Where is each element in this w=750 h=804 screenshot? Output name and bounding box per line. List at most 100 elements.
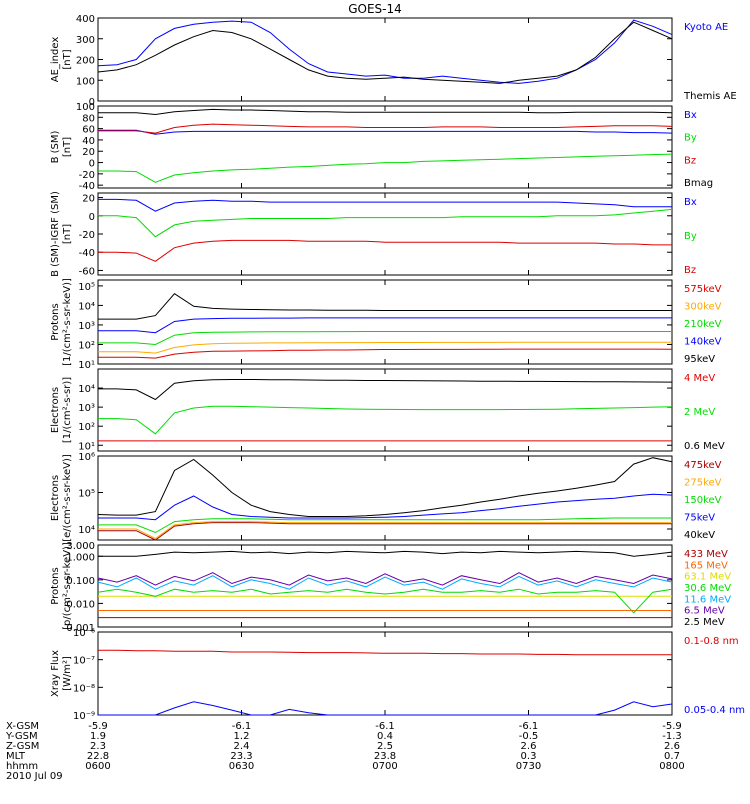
legend-entry: Bmag [684, 178, 713, 189]
legend-entry: 475keV [684, 460, 722, 471]
panel-frame [97, 279, 673, 365]
ephemeris-value: 0.3 [521, 751, 537, 762]
y-axis-label: AE_index [50, 37, 61, 83]
legend-entry: 63.1 MeV [684, 572, 731, 583]
ephemeris-row-label: X-GSM [6, 721, 39, 732]
legend-entry: 0.05-0.4 nm [684, 705, 745, 716]
legend-entry: 6.5 MeV [684, 606, 725, 617]
series-line-bz [98, 239, 672, 262]
panel-frame [97, 192, 673, 276]
ephemeris-value: 23.8 [374, 751, 396, 762]
legend-entry: By [684, 231, 697, 242]
y-tick-label: 10⁴ [78, 384, 95, 395]
legend-entry: 575keV [684, 284, 722, 295]
y-tick-label: -20 [79, 170, 95, 181]
y-tick-label: 80 [82, 113, 95, 124]
y-tick-label: 40 [82, 136, 95, 147]
series-line-210kev [98, 331, 672, 346]
panel-8: 10⁻⁹ 10⁻⁸ 10⁻⁷ 10⁻⁶ Xray Flux [W/m²] 0.1-0.8 n… [50, 628, 745, 722]
series-line-kyoto-ae [97, 19, 673, 84]
series-line-bmag [98, 108, 673, 116]
series-line-150kev [98, 517, 672, 534]
y-axis-label: B (SM)-IGRF (SM) [50, 191, 61, 277]
series-line-95kev [98, 293, 672, 320]
y-tick-label: 100 [76, 76, 95, 87]
chart-title: GOES-14 [348, 2, 402, 16]
series-line-by [98, 208, 673, 238]
y-tick-label: 10¹ [78, 360, 95, 371]
ephemeris-value: 0.7 [664, 751, 680, 762]
ephemeris-value: 0630 [229, 761, 254, 772]
series-line-575kev [98, 348, 673, 359]
series-line-140kev [98, 317, 672, 334]
y-tick-label: 0.010 [66, 599, 95, 610]
y-tick-label: 1.000 [66, 552, 95, 563]
y-tick-label: 10⁻⁶ [73, 628, 95, 639]
legend-entry: 300keV [684, 302, 722, 313]
ephemeris-row-label: Z-GSM [6, 741, 39, 752]
y-tick-label: 0 [89, 97, 95, 108]
series-line-475kev [98, 522, 672, 541]
panel-3: -60 -40 -20 0 20 B (SM)-IGRF (SM) [nT] Bx By Bz [50, 191, 697, 277]
ephemeris-row-label: MLT [6, 751, 26, 762]
series-line-0-05-0-4-nm [98, 701, 673, 716]
y-axis-label: [nT] [62, 49, 73, 69]
y-tick-label: 10⁵ [78, 282, 95, 293]
legend-entry: 210keV [684, 319, 722, 330]
ephemeris-value: -6.1 [232, 721, 252, 732]
legend-entry: 165 MeV [684, 560, 728, 571]
legend-entry: Kyoto AE [684, 22, 728, 33]
y-tick-label: 10² [78, 422, 95, 433]
ephemeris-value: 0600 [85, 761, 110, 772]
panel-frame [97, 17, 673, 102]
y-tick-label: 10³ [78, 403, 95, 414]
y-tick-label: 10⁴ [78, 525, 95, 536]
ephemeris-row-label: Y-GSM [5, 731, 38, 742]
panel-frame [97, 544, 673, 628]
panel-frame [97, 455, 673, 541]
ephemeris-row-label: hhmm [6, 761, 38, 772]
legend-entry: Bz [684, 265, 696, 276]
y-axis-label: [W/m²] [62, 656, 73, 691]
y-tick-label: 100 [76, 102, 95, 113]
legend-entry: Themis AE [683, 91, 737, 102]
y-tick-label: 10³ [78, 321, 95, 332]
y-axis-label: [p/(cm²-s-sr-keV)] [62, 542, 73, 630]
legend-entry: 40keV [684, 530, 715, 541]
ephemeris-value: 2.5 [377, 741, 393, 752]
legend-entry: 95keV [684, 354, 715, 365]
panel-1: 0 100 200 300 400 AE_index [nT] Kyoto AE Themis … [50, 14, 737, 108]
legend-entry: 4 MeV [684, 373, 715, 384]
panel-5: 10¹ 10² 10³ 10⁴ Electrons [1/(cm²-s-sr)] 4 MeV… [50, 368, 725, 452]
series-line-2-mev [98, 405, 673, 435]
ephemeris-value: -1.3 [662, 731, 682, 742]
y-axis-label: [nT] [62, 224, 73, 244]
y-tick-label: 20 [82, 194, 95, 205]
series-line-bx [98, 129, 673, 135]
y-tick-label: 10² [78, 340, 95, 351]
y-tick-label: 10⁵ [78, 489, 95, 500]
series-line-11-6-mev [97, 575, 673, 590]
legend-entry: 140keV [684, 337, 722, 348]
y-tick-label: 10⁴ [78, 301, 95, 312]
legend-entry: 150keV [684, 495, 722, 506]
y-axis-label: [1/(cm²-s-sr)] [62, 377, 73, 443]
y-axis-label: [1/(cm²-s-sr-keV)] [62, 278, 73, 366]
legend-entry: 0.6 MeV [684, 441, 725, 452]
ephemeris-value: 1.9 [90, 731, 106, 742]
ephemeris-value: -6.1 [375, 721, 395, 732]
ephemeris-value: -0.5 [519, 731, 539, 742]
ephemeris-value: -5.9 [662, 721, 682, 732]
series-line-by [98, 153, 673, 183]
y-tick-label: 10⁻⁹ [73, 711, 95, 722]
legend-entry: By [684, 133, 697, 144]
y-tick-label: 0.001 [66, 623, 95, 634]
ephemeris-value: 0730 [516, 761, 541, 772]
y-tick-label: 0 [89, 212, 95, 223]
y-tick-label: 0.100 [66, 576, 95, 587]
series-line-themis-ae [97, 21, 673, 84]
